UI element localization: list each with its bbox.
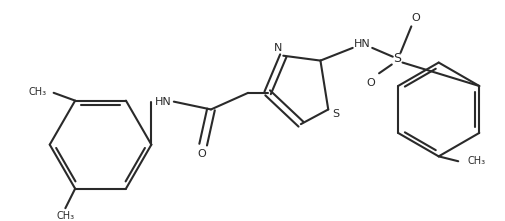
Text: HN: HN xyxy=(155,97,171,107)
Text: S: S xyxy=(332,109,339,119)
Text: O: O xyxy=(366,78,375,88)
Text: CH₃: CH₃ xyxy=(56,211,74,221)
Text: CH₃: CH₃ xyxy=(466,156,484,166)
Text: HN: HN xyxy=(354,39,370,49)
Text: O: O xyxy=(411,13,420,23)
Text: S: S xyxy=(392,52,400,65)
Text: N: N xyxy=(274,43,282,53)
Text: O: O xyxy=(197,149,206,159)
Text: CH₃: CH₃ xyxy=(29,87,46,97)
